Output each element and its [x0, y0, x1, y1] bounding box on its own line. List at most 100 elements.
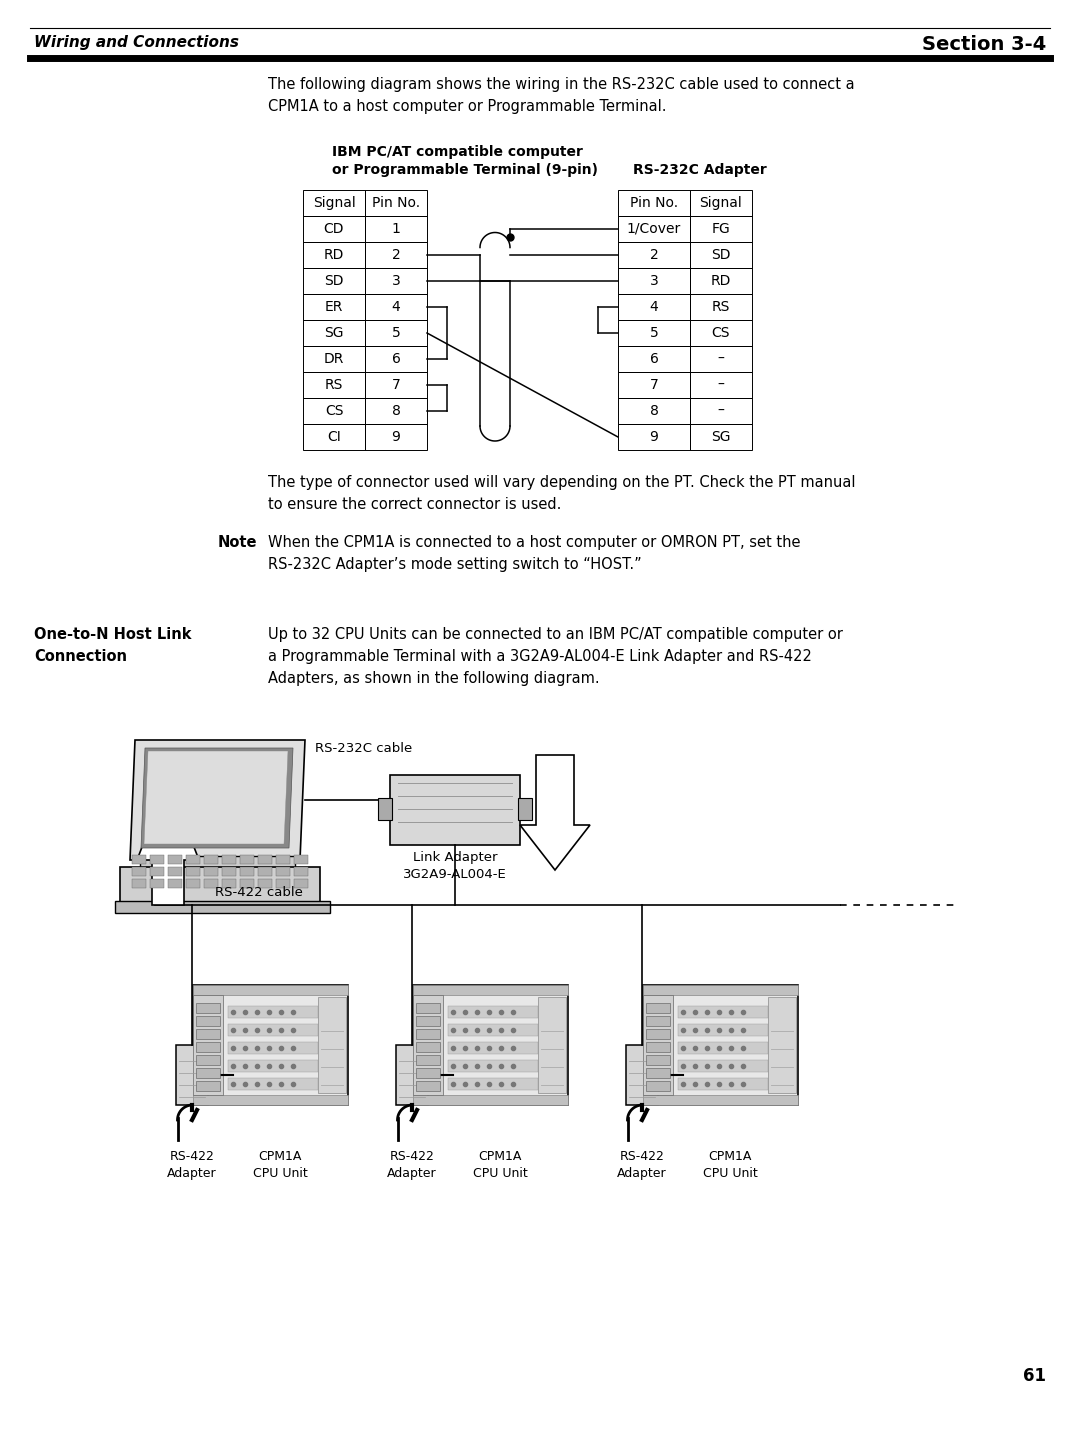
Bar — [303, 423, 365, 451]
Bar — [677, 1042, 768, 1053]
Bar — [222, 855, 237, 864]
Bar — [518, 798, 532, 819]
Bar — [228, 1078, 318, 1091]
Bar — [643, 984, 797, 994]
Bar — [276, 855, 291, 864]
Bar — [132, 867, 146, 875]
Bar — [396, 1045, 428, 1105]
Bar — [690, 294, 752, 320]
Bar — [114, 901, 330, 913]
Bar — [303, 268, 365, 294]
Text: or Programmable Terminal (9-pin): or Programmable Terminal (9-pin) — [332, 164, 598, 177]
Bar — [690, 372, 752, 397]
Bar — [690, 217, 752, 243]
Text: Note: Note — [218, 535, 257, 550]
Text: 5: 5 — [392, 326, 401, 340]
Bar — [416, 1016, 440, 1026]
Text: ER: ER — [325, 300, 343, 314]
Bar — [303, 243, 365, 268]
Bar — [204, 880, 218, 888]
Bar — [690, 243, 752, 268]
Text: 1/Cover: 1/Cover — [626, 222, 681, 235]
Bar — [176, 1045, 208, 1105]
Bar — [240, 867, 254, 875]
Text: RS-422
Adapter: RS-422 Adapter — [167, 1149, 217, 1180]
Bar — [192, 1095, 348, 1105]
Bar — [168, 867, 183, 875]
Bar — [690, 189, 752, 217]
Text: Wiring and Connections: Wiring and Connections — [33, 34, 239, 50]
Bar — [204, 855, 218, 864]
Bar — [150, 880, 164, 888]
Bar — [195, 1055, 219, 1065]
Bar — [195, 1068, 219, 1078]
Text: 8: 8 — [649, 405, 659, 418]
Text: CS: CS — [712, 326, 730, 340]
Bar — [416, 1081, 440, 1091]
Text: Pin No.: Pin No. — [372, 197, 420, 210]
Bar — [413, 984, 567, 994]
Bar — [447, 1006, 538, 1017]
Text: CD: CD — [324, 222, 345, 235]
Bar — [192, 994, 222, 1095]
Text: –: – — [717, 405, 725, 418]
Text: Link Adapter
3G2A9-AL004-E: Link Adapter 3G2A9-AL004-E — [403, 851, 507, 881]
Bar — [365, 189, 427, 217]
Text: 9: 9 — [649, 430, 659, 443]
Bar — [240, 855, 254, 864]
Bar — [416, 1042, 440, 1052]
Bar — [222, 867, 237, 875]
Bar — [365, 346, 427, 372]
Bar — [365, 268, 427, 294]
Text: DR: DR — [324, 352, 345, 366]
Bar — [240, 880, 254, 888]
Bar — [294, 855, 308, 864]
Text: CI: CI — [327, 430, 341, 443]
Bar — [168, 855, 183, 864]
Bar — [413, 984, 567, 1105]
Text: RD: RD — [711, 274, 731, 288]
Bar — [222, 880, 237, 888]
Bar — [365, 397, 427, 423]
Bar — [447, 1078, 538, 1091]
Bar — [618, 268, 690, 294]
Bar — [677, 1078, 768, 1091]
Bar — [195, 1081, 219, 1091]
Bar — [258, 867, 272, 875]
Bar — [195, 1029, 219, 1039]
Bar — [150, 855, 164, 864]
Bar — [258, 855, 272, 864]
Bar — [365, 294, 427, 320]
Bar — [447, 1042, 538, 1053]
Text: RS-232C Adapter: RS-232C Adapter — [633, 164, 767, 177]
Text: The following diagram shows the wiring in the RS-232C cable used to connect a
CP: The following diagram shows the wiring i… — [268, 77, 854, 115]
Text: 3: 3 — [650, 274, 659, 288]
Bar — [192, 984, 348, 1105]
Text: 4: 4 — [392, 300, 401, 314]
Text: CPM1A
CPU Unit: CPM1A CPU Unit — [703, 1149, 757, 1180]
Bar — [365, 423, 427, 451]
Bar — [192, 984, 348, 994]
Text: Up to 32 CPU Units can be connected to an IBM PC/AT compatible computer or
a Pro: Up to 32 CPU Units can be connected to a… — [268, 627, 842, 686]
Text: 3: 3 — [392, 274, 401, 288]
Bar — [365, 372, 427, 397]
Text: RS: RS — [712, 300, 730, 314]
Text: 61: 61 — [1023, 1368, 1047, 1385]
Bar — [643, 1095, 797, 1105]
Text: 2: 2 — [650, 248, 659, 263]
Bar — [120, 867, 320, 905]
Text: 4: 4 — [650, 300, 659, 314]
Bar — [690, 346, 752, 372]
Bar — [204, 867, 218, 875]
Text: 6: 6 — [649, 352, 659, 366]
Bar — [294, 880, 308, 888]
Bar — [618, 243, 690, 268]
Bar — [626, 1045, 658, 1105]
Bar — [768, 997, 796, 1093]
Bar — [690, 320, 752, 346]
Text: 6: 6 — [392, 352, 401, 366]
Bar — [618, 346, 690, 372]
Bar — [303, 189, 365, 217]
Text: Pin No.: Pin No. — [630, 197, 678, 210]
Bar — [643, 994, 673, 1095]
